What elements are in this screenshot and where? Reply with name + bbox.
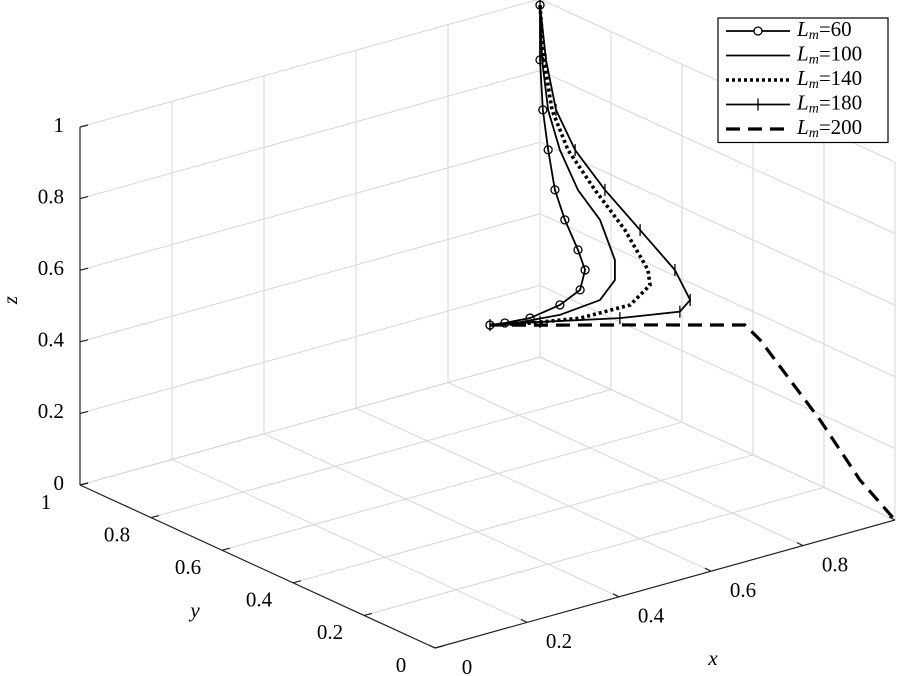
y-axis-label: y [188, 598, 200, 622]
point [543, 145, 553, 155]
grid-line [355, 407, 712, 572]
grid-line [539, 70, 896, 235]
grid-line [292, 454, 754, 584]
tick-mark [434, 645, 444, 649]
y-tick-label: 0 [396, 653, 407, 676]
legend-label: Lm=100 [796, 41, 862, 67]
legend-label: Lm=140 [796, 66, 862, 92]
series-line [489, 5, 587, 326]
z-tick-label: 0.8 [38, 184, 64, 208]
tick-mark [79, 482, 89, 486]
x-tick-label: 0.6 [730, 578, 756, 602]
point [550, 185, 560, 195]
grid-line [221, 421, 683, 551]
x-tick-label: 0.4 [638, 604, 665, 628]
tick-mark [704, 567, 712, 572]
tick-mark [79, 410, 89, 414]
legend-marker [753, 26, 763, 36]
x-tick-label: 0.2 [546, 629, 572, 653]
tick-mark [520, 618, 528, 623]
y-tick-label: 0.6 [175, 555, 201, 579]
grid-line [79, 284, 541, 414]
tick-mark [221, 547, 231, 551]
point [560, 215, 570, 225]
z-tick-label: 0.4 [38, 328, 65, 352]
point [555, 300, 565, 310]
y-tick-label: 0.4 [246, 588, 273, 612]
y-tick-label: 0.2 [317, 620, 343, 644]
series-line [489, 4, 692, 326]
x-tick-label: 0 [462, 655, 473, 676]
x-tick-label: 1 [922, 527, 923, 551]
grid-line [539, 284, 896, 449]
z-tick-label: 1 [54, 113, 65, 137]
y-tick-label: 0.8 [104, 522, 130, 546]
tick-mark [79, 124, 89, 128]
axis-line [434, 519, 896, 649]
grid-line [79, 0, 539, 128]
z-tick-label: 0.2 [38, 399, 64, 423]
axis-line [79, 484, 436, 649]
legend-label: Lm=200 [796, 115, 862, 141]
x-tick-label: 0.8 [822, 552, 848, 576]
tick-mark [79, 196, 89, 200]
grid-line [263, 433, 620, 598]
z-axis-label: z [0, 296, 22, 305]
z-tick-label: 0.6 [38, 256, 64, 280]
tick-mark [796, 542, 804, 547]
grid-line [447, 382, 804, 547]
tick-mark [79, 339, 89, 343]
grid-line [79, 141, 541, 271]
tick-mark [612, 593, 620, 598]
legend-label: Lm=180 [796, 90, 862, 116]
legend-label: Lm=60 [796, 17, 852, 43]
tick-mark [150, 515, 160, 519]
point [580, 265, 590, 275]
grid-line [79, 356, 541, 486]
grid-line [539, 213, 896, 378]
grid-line [363, 486, 825, 616]
series-line [489, 323, 897, 522]
tick-mark [363, 612, 373, 616]
z-tick-label: 0 [54, 471, 65, 495]
point [538, 105, 548, 115]
grid-line [79, 70, 541, 200]
tick-mark [292, 580, 302, 584]
series-line [489, 5, 616, 326]
grid-line [539, 356, 896, 521]
grid-line [171, 458, 528, 623]
series-line [489, 4, 652, 327]
point [573, 245, 583, 255]
y-tick-label: 1 [41, 490, 52, 514]
point [575, 285, 585, 295]
x-axis-label: x [707, 646, 718, 670]
grid-line [539, 141, 896, 306]
tick-mark [888, 516, 896, 521]
tick-mark [79, 267, 89, 271]
grid-line [79, 213, 541, 343]
grid-line [150, 389, 612, 519]
tick-mark [428, 644, 436, 649]
